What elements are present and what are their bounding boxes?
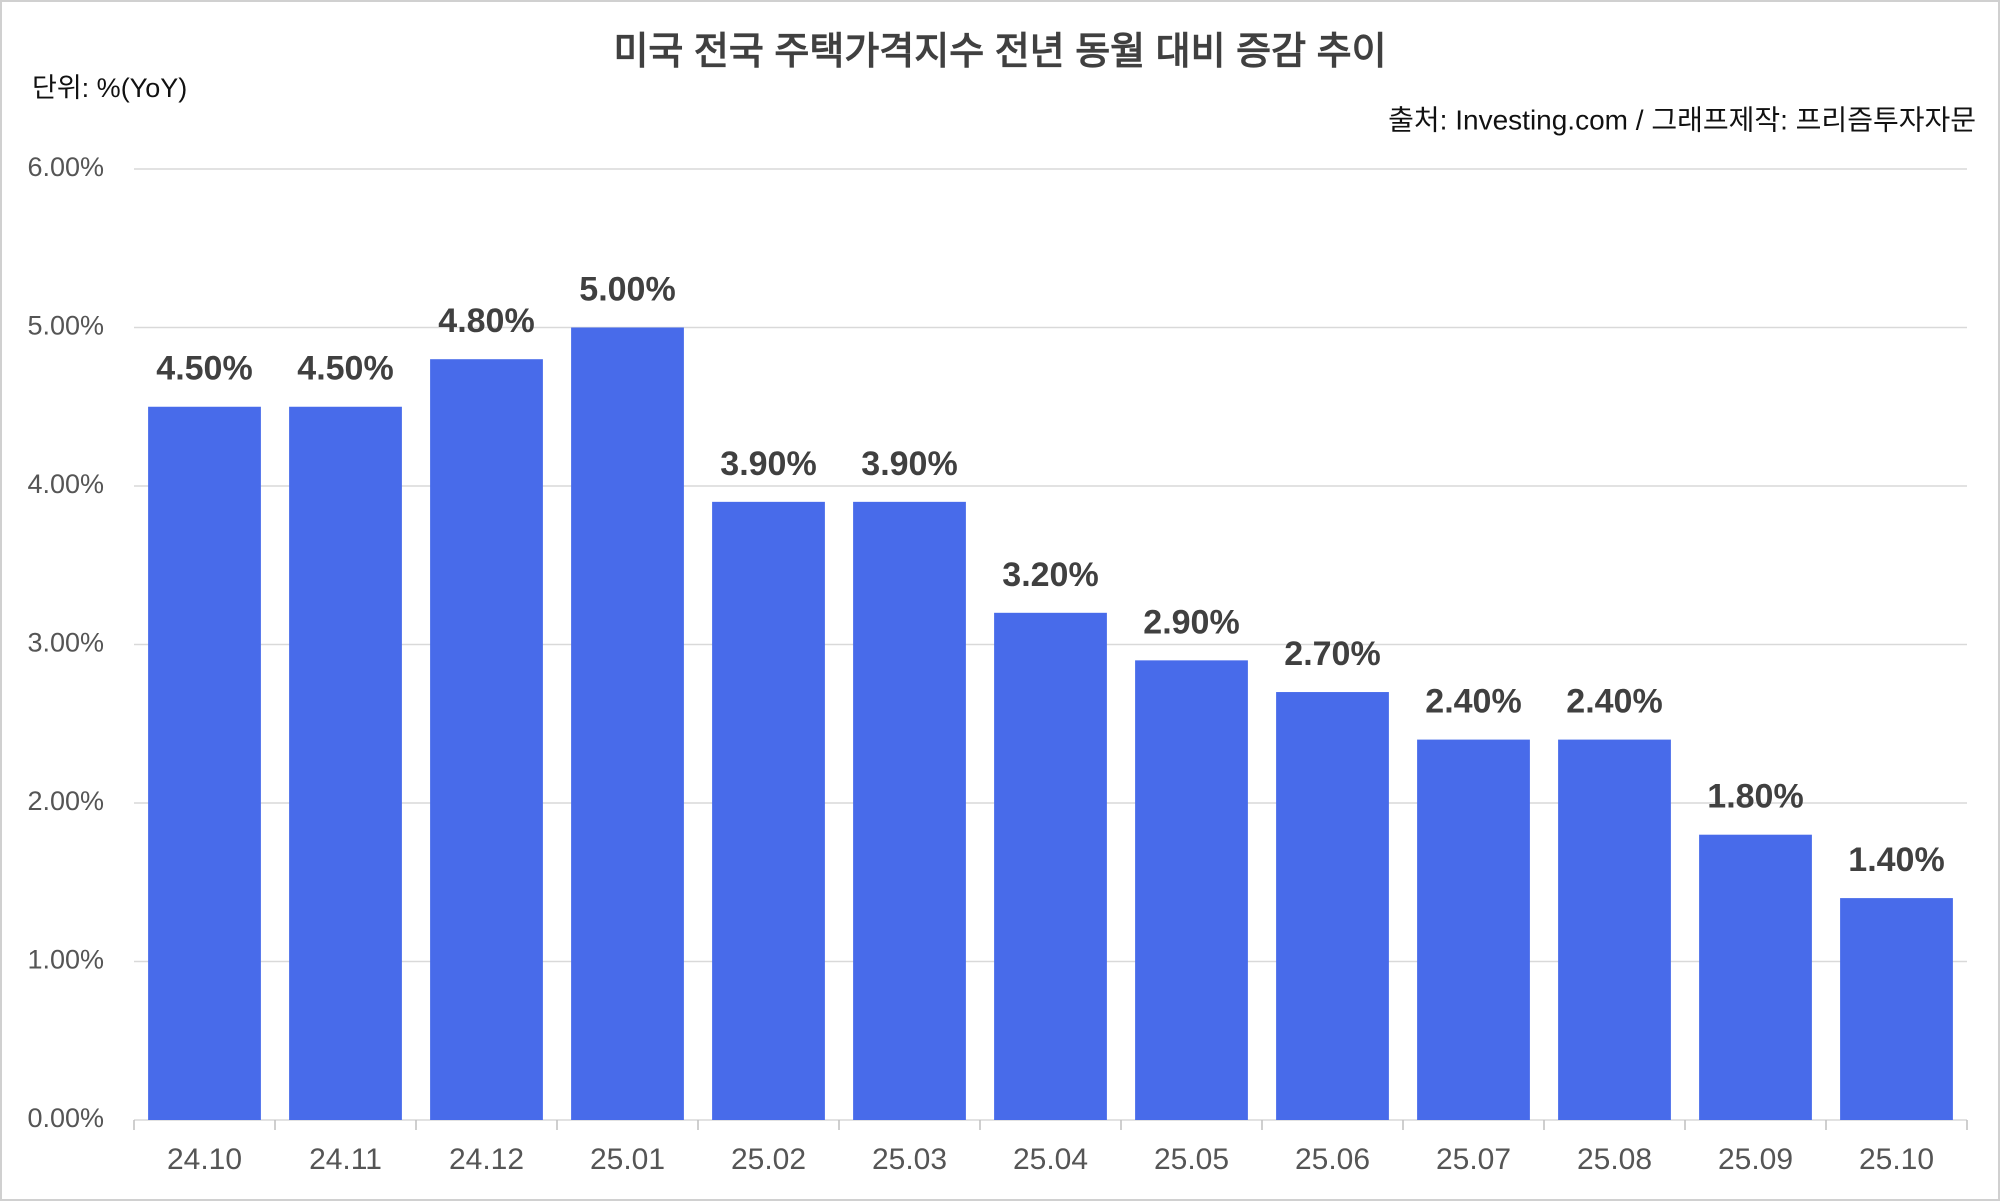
bar [1699,834,1812,1120]
data-label: 4.50% [156,350,252,388]
data-label: 2.40% [1566,683,1662,721]
x-tick-label: 25.06 [1295,1143,1370,1176]
bar [994,612,1107,1120]
data-label: 1.80% [1707,778,1803,816]
x-tick-label: 25.09 [1718,1143,1793,1176]
bar [853,501,966,1121]
data-label: 2.70% [1284,635,1380,673]
unit-note: 단위: %(YoY) [32,73,187,103]
bar [712,501,825,1121]
data-label: 4.80% [438,302,534,340]
bar [1558,739,1671,1120]
x-tick-label: 25.07 [1436,1143,1511,1176]
bar [1417,739,1530,1120]
bar [571,327,684,1120]
y-tick-label: 1.00% [27,945,104,975]
bar [148,406,261,1120]
data-label: 2.90% [1143,603,1239,641]
x-tick-label: 25.05 [1154,1143,1229,1176]
x-tick-label: 25.08 [1577,1143,1652,1176]
x-tick-label: 24.12 [449,1143,524,1176]
bar [1840,898,1953,1120]
y-tick-label: 4.00% [27,469,104,499]
bar [289,406,402,1120]
x-tick-label: 25.03 [872,1143,947,1176]
data-label: 1.40% [1848,841,1944,879]
x-tick-label: 25.01 [590,1143,665,1176]
y-tick-label: 0.00% [27,1103,104,1133]
bar [1276,692,1389,1120]
bar [1135,660,1248,1120]
x-tick-label: 25.10 [1859,1143,1934,1176]
data-label: 3.90% [720,445,816,483]
data-label: 2.40% [1425,683,1521,721]
y-tick-label: 6.00% [27,152,104,182]
y-tick-label: 3.00% [27,628,104,658]
data-label: 3.90% [861,445,957,483]
x-tick-label: 24.11 [309,1143,382,1176]
data-label: 4.50% [297,350,393,388]
x-tick-label: 25.02 [731,1143,806,1176]
chart-title: 미국 전국 주택가격지수 전년 동월 대비 증감 추이 [613,31,1386,73]
x-tick-label: 24.10 [167,1143,242,1176]
x-tick-label: 25.04 [1013,1143,1088,1176]
source-note: 출처: Investing.com / 그래프제작: 프리즘투자자문 [1388,104,1976,135]
data-label: 3.20% [1002,556,1098,594]
y-tick-label: 2.00% [27,786,104,816]
bar [430,359,543,1120]
y-tick-label: 5.00% [27,311,104,341]
data-label: 5.00% [579,270,675,308]
